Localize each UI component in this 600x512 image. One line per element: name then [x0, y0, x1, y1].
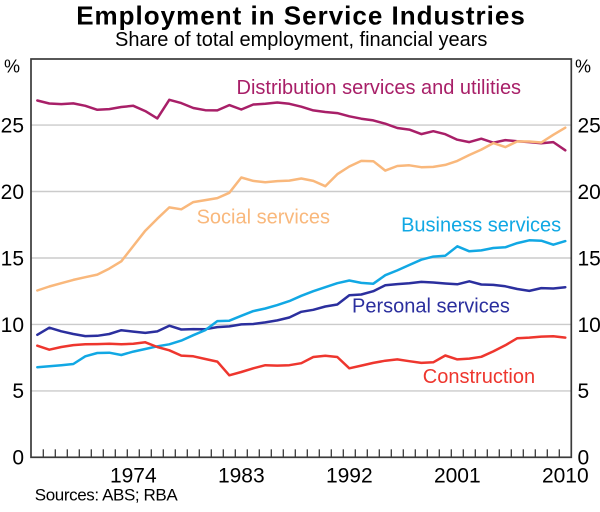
svg-text:5: 5	[12, 380, 24, 403]
svg-text:Social services: Social services	[197, 206, 330, 228]
svg-text:2010: 2010	[542, 465, 589, 488]
svg-text:Construction: Construction	[423, 366, 535, 388]
svg-text:2001: 2001	[434, 465, 481, 488]
svg-text:10: 10	[1, 314, 24, 337]
svg-text:Sources: ABS; RBA: Sources: ABS; RBA	[35, 486, 179, 505]
svg-text:20: 20	[1, 181, 24, 204]
svg-text:%: %	[575, 57, 591, 77]
svg-text:0: 0	[12, 447, 24, 470]
svg-text:Business services: Business services	[401, 215, 561, 237]
svg-text:25: 25	[578, 115, 600, 138]
svg-text:15: 15	[1, 247, 24, 270]
svg-text:1992: 1992	[326, 465, 373, 488]
svg-text:5: 5	[578, 380, 590, 403]
svg-text:1974: 1974	[110, 465, 157, 488]
svg-text:Distribution services and util: Distribution services and utilities	[237, 77, 522, 99]
svg-text:20: 20	[578, 181, 600, 204]
svg-text:Employment in Service Industri: Employment in Service Industries	[76, 0, 526, 30]
svg-text:1983: 1983	[218, 465, 265, 488]
svg-text:Personal services: Personal services	[352, 296, 510, 318]
svg-text:25: 25	[1, 115, 24, 138]
svg-text:15: 15	[578, 247, 600, 270]
svg-text:Share of total employment, fin: Share of total employment, financial yea…	[115, 29, 487, 51]
svg-text:10: 10	[578, 314, 600, 337]
svg-text:%: %	[4, 57, 20, 77]
